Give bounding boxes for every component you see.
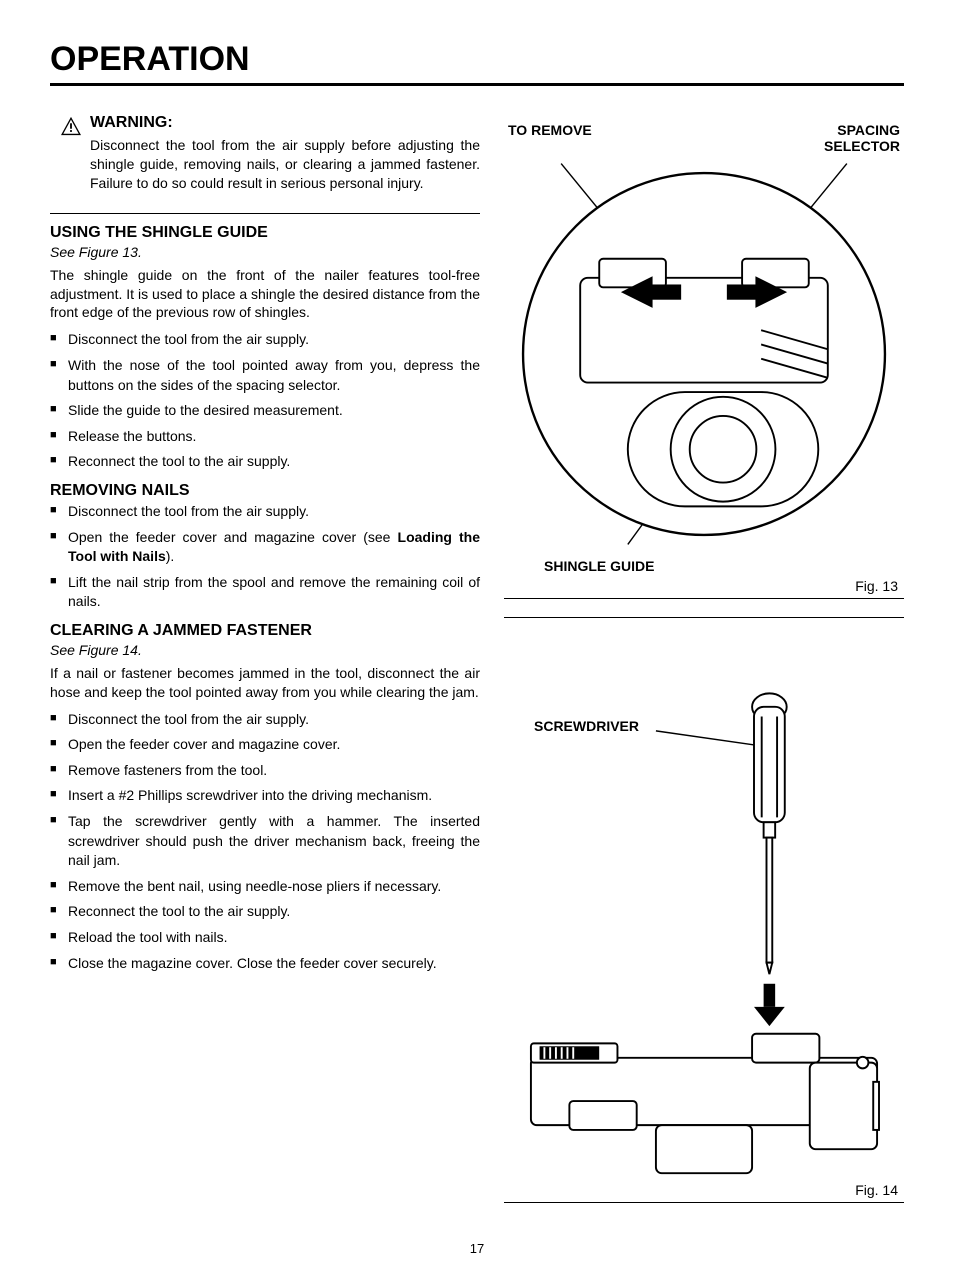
removing-bullets: Disconnect the tool from the air supply.… [50,502,480,612]
list-item: Reconnect the tool to the air supply. [50,902,480,922]
list-item: Release the buttons. [50,427,480,447]
fig14-caption: Fig. 14 [504,1182,904,1198]
see-figure-13: See Figure 13. [50,244,480,260]
figure-14-illustration [504,678,904,1178]
warning-text: Disconnect the tool from the air supply … [90,136,480,193]
clearing-intro: If a nail or fastener becomes jammed in … [50,664,480,702]
section-heading-shingle: USING THE SHINGLE GUIDE [50,224,480,242]
list-item: Close the magazine cover. Close the feed… [50,954,480,974]
list-item: Insert a #2 Phillips screwdriver into th… [50,786,480,806]
list-item: With the nose of the tool pointed away f… [50,356,480,395]
list-item: Open the feeder cover and magazine cover… [50,735,480,755]
section-heading-removing: REMOVING NAILS [50,482,480,500]
list-item-text: Open the feeder cover and magazine cover… [68,529,398,545]
list-item: Slide the guide to the desired measureme… [50,401,480,421]
fig14-label-screwdriver: SCREWDRIVER [534,718,639,734]
divider [50,213,480,214]
warning-heading: WARNING: [90,114,480,132]
fig13-label-selector: SELECTOR [824,138,900,154]
list-item: Reconnect the tool to the air supply. [50,452,480,472]
see-figure-14: See Figure 14. [50,642,480,658]
figure-13-box: TO REMOVE SPACING SELECTOR [504,114,904,599]
list-item: Remove the bent nail, using needle-nose … [50,877,480,897]
shingle-intro: The shingle guide on the front of the na… [50,266,480,323]
list-item: Open the feeder cover and magazine cover… [50,528,480,567]
list-item: Disconnect the tool from the air supply. [50,330,480,350]
clearing-bullets: Disconnect the tool from the air supply.… [50,710,480,974]
fig13-caption: Fig. 13 [504,578,904,594]
list-item-text: ). [166,548,175,564]
figure-13-illustration [504,154,904,554]
section-heading-clearing: CLEARING A JAMMED FASTENER [50,622,480,640]
left-column: WARNING: Disconnect the tool from the ai… [50,114,480,1221]
right-column: TO REMOVE SPACING SELECTOR [504,114,904,1221]
warning-triangle-icon [60,116,82,136]
figure-14-box: SCREWDRIVER [504,617,904,1203]
list-item: Remove fasteners from the tool. [50,761,480,781]
page-number: 17 [50,1241,904,1256]
list-item: Tap the screwdriver gently with a hammer… [50,812,480,871]
list-item: Disconnect the tool from the air supply. [50,710,480,730]
two-column-layout: WARNING: Disconnect the tool from the ai… [50,114,904,1221]
fig13-label-toremove: TO REMOVE [508,122,592,154]
fig13-label-spacing: SPACING [837,122,900,138]
shingle-bullets: Disconnect the tool from the air supply.… [50,330,480,472]
list-item: Disconnect the tool from the air supply. [50,502,480,522]
warning-block: WARNING: Disconnect the tool from the ai… [50,114,480,193]
fig13-label-shingle-guide: SHINGLE GUIDE [504,558,904,574]
list-item: Lift the nail strip from the spool and r… [50,573,480,612]
list-item: Reload the tool with nails. [50,928,480,948]
page-title: OPERATION [50,40,904,86]
